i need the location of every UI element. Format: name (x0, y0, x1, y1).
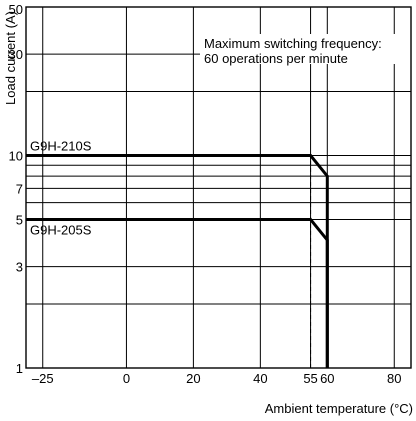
y-tick-label: 50 (9, 2, 23, 17)
x-tick-label: –25 (32, 371, 54, 386)
y-tick-label: 10 (9, 149, 23, 164)
x-tick-label: 0 (123, 371, 130, 386)
y-tick-labels: 1 3 5 7 10 30 50 (9, 2, 23, 376)
x-tick-label: 20 (186, 371, 200, 386)
series-labels: G9H-210S G9H-205S (30, 139, 92, 238)
x-tick-label: 80 (387, 371, 401, 386)
y-tick-label: 7 (16, 181, 23, 196)
x-tick-label: 40 (253, 371, 267, 386)
y-tick-label: 3 (16, 260, 23, 275)
series-label-2: G9H-205S (30, 222, 92, 237)
annotation-line-1: Maximum switching frequency: (204, 36, 382, 51)
x-tick-label: 60 (320, 371, 334, 386)
y-tick-label: 5 (16, 212, 23, 227)
series-label-1: G9H-210S (30, 139, 92, 154)
series-group (26, 154, 329, 368)
x-tick-labels: –25 0 20 40 55 60 80 (32, 371, 402, 386)
series-line-2 (26, 218, 329, 368)
y-tick-label: 30 (9, 47, 23, 62)
plot-frame (25, 6, 412, 369)
y-axis-label: Load current (A) (3, 11, 18, 105)
series-line-1 (26, 154, 329, 368)
annotation-box (200, 34, 412, 64)
x-axis-label: Ambient temperature (°C) (265, 401, 413, 416)
x-tick-label: 55 (303, 371, 317, 386)
annotation-line-2: 60 operations per minute (204, 51, 348, 66)
y-tick-label: 1 (16, 361, 23, 376)
